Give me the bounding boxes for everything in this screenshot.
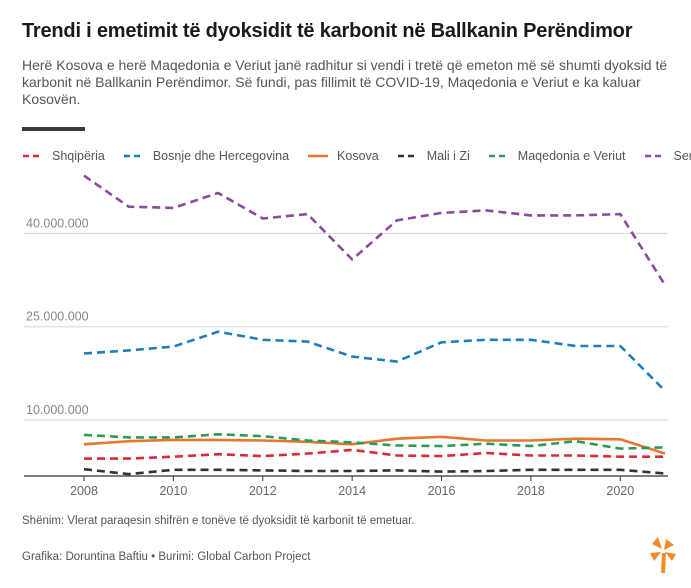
series-line	[83, 432, 666, 450]
legend-swatch	[397, 154, 418, 158]
legend-label: Bosnje dhe Hercegovina	[152, 149, 290, 163]
series-lines	[83, 174, 667, 476]
title-divider	[22, 127, 85, 131]
legend-swatch	[644, 154, 665, 158]
series-line	[83, 435, 666, 455]
legend-label: Shqipëria	[52, 149, 105, 163]
chart-note: Shënim: Vlerat paraqesin shifrën e tonëv…	[22, 515, 415, 527]
y-tick-label: 25.000.000	[26, 310, 89, 324]
x-tick-label: 2010	[159, 484, 187, 498]
legend-item: Kosova	[307, 149, 379, 163]
chart-credit: Grafika: Doruntina Baftiu • Burimi: Glob…	[22, 551, 311, 563]
legend-item: Bosnje dhe Hercegovina	[123, 149, 289, 163]
x-tick-label: 2012	[249, 484, 277, 498]
y-tick-label: 10.000.000	[26, 403, 89, 417]
series-line	[83, 467, 666, 476]
legend-label: Mali i Zi	[426, 149, 470, 163]
legend-item: Shqipëria	[22, 149, 105, 163]
x-axis: 2008 2010 2012 2014 2016 2018 2020	[24, 475, 668, 498]
legend-label: Serbia	[673, 149, 691, 163]
grid-lines	[24, 232, 668, 421]
legend-item: Maqedonia e Veriut	[488, 149, 626, 163]
chart-subtitle: Herë Kosova e herë Maqedonia e Veriut ja…	[22, 57, 668, 107]
x-tick-label: 2020	[606, 484, 634, 498]
legend-item: Mali i Zi	[397, 149, 470, 163]
series-line	[83, 330, 666, 392]
legend-swatch	[488, 154, 509, 158]
legend-swatch	[23, 154, 43, 158]
rfe-logo-icon	[648, 535, 678, 580]
x-tick-label: 2014	[338, 484, 366, 498]
legend-swatch	[308, 154, 329, 158]
x-tick-label: 2016	[428, 484, 456, 498]
y-tick-label: 40.000.000	[26, 216, 89, 230]
series-line	[83, 174, 667, 286]
chart-legend: Shqipëria Bosnje dhe Hercegovina Kosova Mal…	[22, 149, 691, 163]
y-axis-labels: 10.000.000 25.000.000 40.000.000	[26, 216, 89, 417]
legend-item: Serbia	[644, 149, 691, 163]
legend-label: Maqedonia e Veriut	[517, 149, 626, 163]
chart-title: Trendi i emetimit të dyoksidit të karbon…	[22, 20, 633, 42]
legend-swatch	[123, 154, 144, 158]
series-line	[84, 448, 665, 460]
x-tick-label: 2018	[517, 484, 545, 498]
x-tick-label: 2008	[70, 484, 98, 498]
legend-label: Kosova	[337, 149, 379, 163]
